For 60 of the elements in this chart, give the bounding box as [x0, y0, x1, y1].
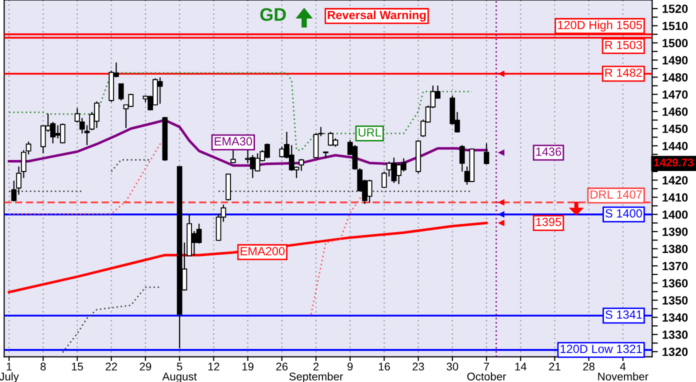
annotation: GD — [260, 8, 286, 21]
annotation: URL — [358, 128, 381, 137]
y-tick-label: 1320 — [662, 348, 688, 356]
annotation: 1436 — [536, 148, 562, 156]
y-tick-label: 1510 — [662, 22, 688, 30]
candlestick — [484, 142, 490, 165]
ref-line-label: R 1482 — [605, 68, 642, 77]
line-series — [62, 286, 161, 354]
y-tick-label: 1390 — [662, 228, 688, 236]
annotation: 1429.73 — [654, 158, 694, 166]
candlestick — [323, 151, 328, 159]
ref-line-label: 120D High 1505 — [558, 20, 642, 32]
point — [498, 199, 504, 206]
y-tick-label: 1360 — [662, 279, 688, 288]
ref-line-label: R 1503 — [605, 40, 642, 50]
candlestick — [118, 83, 124, 102]
y-tick-label: 1420 — [662, 176, 688, 185]
point — [498, 149, 504, 156]
x-tick-label: 23 — [412, 362, 424, 371]
x-tick-label: 9 — [348, 362, 353, 371]
y-tick-label: 1480 — [662, 73, 688, 82]
x-tick-label: 28 — [583, 362, 595, 371]
ref-line-label: DRL 1407 — [590, 190, 642, 199]
line-series — [8, 72, 473, 151]
y-tick-label: 1340 — [662, 313, 688, 322]
y-tick-label: 1350 — [662, 296, 688, 305]
y-tick-label: 1470 — [662, 90, 688, 99]
annotation: EMA200 — [240, 246, 285, 256]
ref-line-label: 120D Low 1321 — [560, 344, 642, 354]
x-tick-label: 4 November — [598, 362, 648, 380]
x-tick-label: 7 October — [467, 362, 506, 380]
y-tick-label: 1490 — [662, 56, 688, 64]
y-tick-label: 1460 — [662, 108, 688, 116]
x-tick-label: 15 — [72, 362, 83, 371]
x-tick-label: 22 — [106, 362, 117, 370]
point — [498, 220, 504, 226]
annotation: Reversal Warning — [328, 10, 426, 22]
y-tick-label: 1440 — [662, 142, 688, 150]
y-tick-label: 1410 — [662, 193, 688, 202]
x-tick-label: 29 — [140, 362, 152, 371]
y-tick-label: 1380 — [662, 244, 688, 254]
x-tick-label: 8 — [40, 362, 46, 371]
y-tick-label: 1330 — [662, 330, 688, 339]
y-tick-label: 1500 — [662, 38, 688, 48]
annotation: 1395 — [536, 218, 562, 226]
annotation: EMA30 — [214, 137, 252, 146]
x-tick-label: 26 — [276, 362, 288, 371]
x-tick-label: 21 — [549, 362, 560, 370]
y-tick-label: 1520 — [662, 4, 688, 13]
x-tick-label: 19 — [242, 362, 254, 371]
x-tick-label: 14 — [515, 362, 526, 370]
candlestick — [459, 144, 465, 172]
x-tick-label: 16 — [378, 362, 390, 371]
ref-line-label: S 1341 — [606, 310, 642, 319]
y-tick-label: 1370 — [662, 262, 688, 270]
x-tick-label: 12 — [208, 362, 220, 370]
ref-line-label: S 1400 — [606, 209, 642, 218]
x-tick-label: 30 — [446, 362, 458, 371]
y-tick-label: 1400 — [662, 210, 688, 219]
y-tick-label: 1450 — [662, 124, 688, 134]
